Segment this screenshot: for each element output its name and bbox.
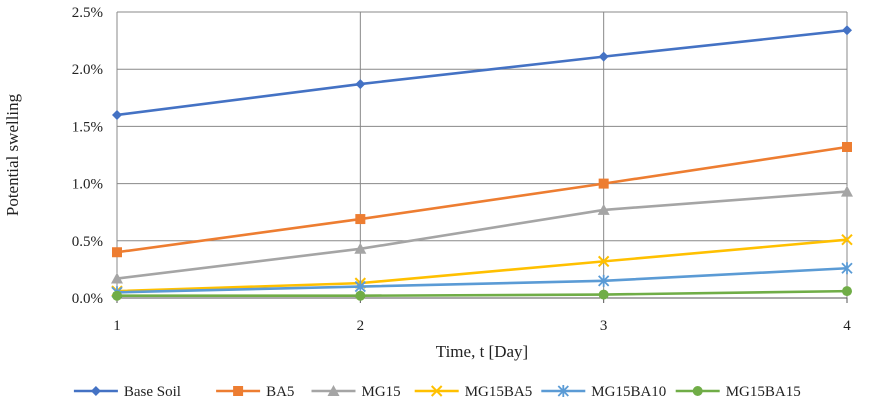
series-mg15ba15	[112, 286, 852, 301]
legend-item: MG15BA5	[414, 384, 533, 400]
series-mg15	[111, 185, 853, 284]
series-ba5	[112, 141, 852, 258]
data-point	[842, 141, 852, 152]
data-point	[355, 290, 366, 301]
legend-item: MG15BA15	[675, 384, 801, 400]
series-line	[116, 29, 848, 117]
series-line	[116, 190, 848, 280]
data-point	[111, 272, 123, 284]
legend-item: BA5	[216, 384, 294, 400]
y-tick-label: 2.0%	[72, 62, 103, 78]
series-line	[117, 289, 848, 298]
series-line	[116, 238, 848, 293]
legend-label: MG15BA15	[726, 384, 801, 400]
data-point	[598, 289, 609, 300]
legend-label: MG15	[362, 384, 401, 400]
data-point	[598, 178, 609, 189]
legend: Base Soil BA5 MG15 MG15BA5 MG15BA10 MG15BA15	[73, 384, 801, 400]
series-base-soil	[112, 25, 852, 120]
x-tick-label: 2	[357, 318, 365, 334]
y-tick-label: 1.5%	[72, 119, 103, 135]
data-point	[597, 255, 610, 268]
data-point	[597, 203, 610, 215]
x-tick-label: 4	[843, 318, 851, 334]
data-point	[112, 290, 122, 301]
legend-marker	[557, 385, 569, 397]
data-point	[842, 25, 852, 36]
data-point	[598, 274, 610, 287]
legend-marker	[90, 386, 101, 396]
legend-label: BA5	[266, 384, 294, 400]
legend-label: MG15BA5	[465, 384, 533, 400]
legend-label: MG15BA10	[591, 384, 666, 400]
data-point	[598, 51, 609, 62]
series-mg15ba10	[111, 262, 853, 299]
y-axis-title: Potential swelling	[3, 93, 22, 216]
y-tick-label: 1.0%	[72, 177, 103, 193]
legend-item: MG15BA10	[541, 384, 666, 400]
legend-item: Base Soil	[73, 384, 181, 400]
data-point	[841, 185, 853, 197]
x-tick-label: 1	[113, 318, 121, 334]
data-point	[354, 242, 367, 254]
series-line	[116, 266, 848, 294]
data-point	[841, 262, 853, 275]
data-point	[355, 214, 366, 225]
data-point	[841, 233, 853, 246]
legend-marker	[233, 386, 244, 396]
y-tick-label: 0.0%	[72, 291, 103, 307]
series-line	[116, 145, 848, 254]
data-point	[112, 247, 122, 258]
y-tick-label: 0.5%	[72, 234, 103, 250]
x-axis-title: Time, t [Day]	[436, 342, 528, 361]
data-point	[112, 109, 122, 120]
legend-marker	[692, 386, 703, 396]
grid	[116, 11, 848, 299]
legend-marker	[430, 385, 443, 397]
legend-marker	[327, 385, 340, 396]
legend-label: Base Soil	[124, 384, 181, 400]
data-point	[354, 280, 366, 293]
y-tick-label: 2.5%	[72, 5, 103, 21]
series-group	[111, 25, 853, 301]
data-point	[842, 286, 852, 297]
legend-item: MG15	[311, 384, 401, 400]
x-tick-label: 3	[600, 318, 608, 334]
data-point	[355, 79, 366, 90]
